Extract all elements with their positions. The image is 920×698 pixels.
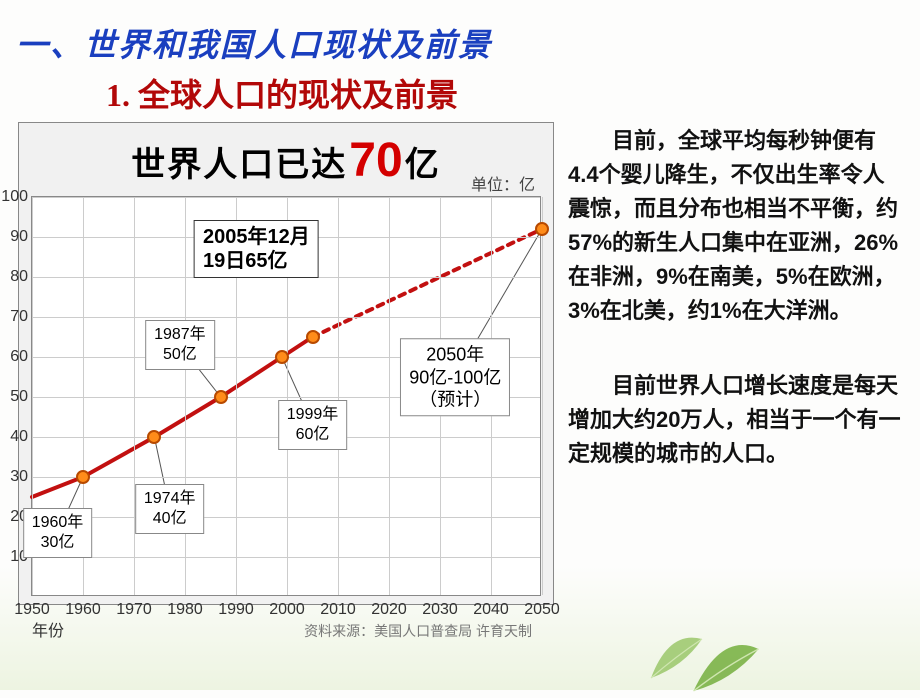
ytick-label: 100 — [1, 188, 28, 206]
callout-c2050: 2050年90亿-100亿（预计） — [400, 338, 510, 416]
chart-plot-area: 1950196019701980199020002010202020302040… — [31, 196, 541, 596]
data-marker — [275, 350, 289, 364]
trend-line-forecast — [313, 229, 543, 337]
leaf-decoration-icon — [680, 628, 770, 698]
ytick-label: 80 — [10, 268, 28, 286]
callout-c1960: 1960年30亿 — [23, 508, 93, 558]
gridline-v — [542, 197, 543, 595]
gridline-h — [32, 317, 540, 318]
xtick-label: 2050 — [524, 601, 560, 619]
paragraph-2: 目前世界人口增长速度是每天增加大约20万人，相当于一个有一定规模的城市的人口。 — [568, 369, 902, 471]
xtick-label: 2010 — [320, 601, 356, 619]
gridline-v — [134, 197, 135, 595]
ytick-label: 50 — [10, 388, 28, 406]
x-axis-label: 年份 — [32, 617, 64, 641]
data-marker — [147, 430, 161, 444]
xtick-label: 1980 — [167, 601, 203, 619]
side-text: 目前，全球平均每秒钟便有4.4个婴儿降生，不仅出生率令人震惊，而且分布也相当不平… — [568, 122, 902, 605]
gridline-h — [32, 517, 540, 518]
gridline-h — [32, 197, 540, 198]
paragraph-1: 目前，全球平均每秒钟便有4.4个婴儿降生，不仅出生率令人震惊，而且分布也相当不平… — [568, 124, 902, 329]
xtick-label: 2040 — [473, 601, 509, 619]
xtick-label: 2030 — [422, 601, 458, 619]
ytick-label: 60 — [10, 348, 28, 366]
data-marker — [76, 470, 90, 484]
gridline-v — [185, 197, 186, 595]
callout-c1974: 1974年40亿 — [135, 484, 205, 534]
data-marker — [214, 390, 228, 404]
ytick-label: 70 — [10, 308, 28, 326]
chart-title-suffix: 亿 — [405, 137, 441, 186]
gridline-v — [338, 197, 339, 595]
callout-c1987: 1987年50亿 — [145, 320, 215, 370]
chart-title-number: 70 — [349, 133, 402, 188]
annotation-box: 2005年12月19日65亿 — [194, 220, 319, 278]
ytick-label: 30 — [10, 468, 28, 486]
xtick-label: 1990 — [218, 601, 254, 619]
chart-unit: 单位：亿 — [471, 171, 535, 195]
subsection-title: 1. 全球人口的现状及前景 — [106, 70, 904, 116]
gridline-h — [32, 477, 540, 478]
gridline-v — [389, 197, 390, 595]
gridline-h — [32, 557, 540, 558]
chart-title: 世界人口已达 70 亿 — [27, 133, 545, 188]
ytick-label: 40 — [10, 428, 28, 446]
xtick-label: 2000 — [269, 601, 305, 619]
data-marker — [535, 222, 549, 236]
xtick-label: 1970 — [116, 601, 152, 619]
data-marker — [306, 330, 320, 344]
xtick-label: 2020 — [371, 601, 407, 619]
section-title: 一、世界和我国人口现状及前景 — [16, 20, 904, 66]
chart-card: 世界人口已达 70 亿 单位：亿 19501960197019801990200… — [18, 122, 554, 605]
callout-c1999: 1999年60亿 — [278, 400, 348, 450]
chart-title-prefix: 世界人口已达 — [131, 137, 347, 186]
ytick-label: 90 — [10, 228, 28, 246]
xtick-label: 1960 — [65, 601, 101, 619]
chart-source: 资料来源：美国人口普查局 许育天制 — [304, 621, 532, 641]
